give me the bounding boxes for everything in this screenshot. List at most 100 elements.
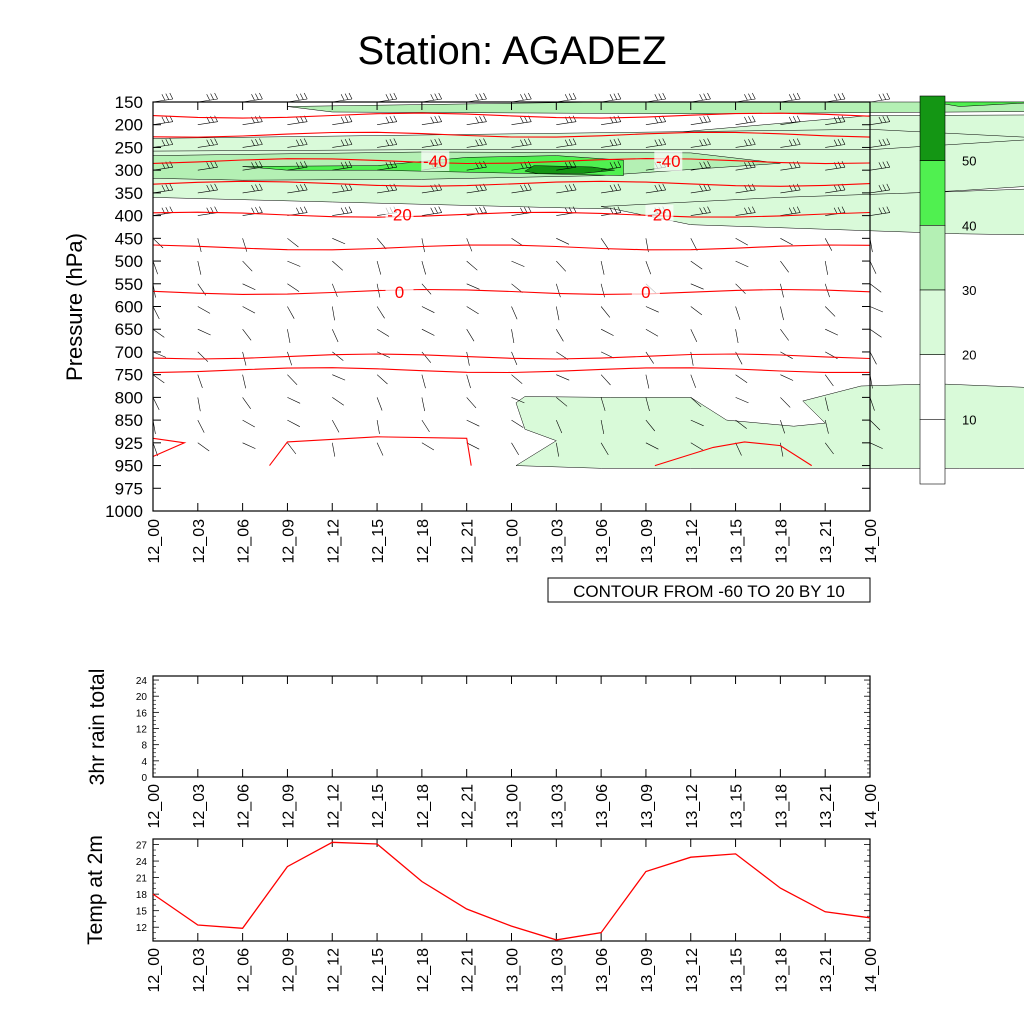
wind-barb-feather (796, 183, 801, 191)
wind-barb-feather (165, 184, 170, 191)
temp-time-tick-label: 13_03 (549, 948, 566, 993)
wind-barb-feather (886, 115, 891, 122)
wind-barb (556, 260, 567, 272)
wind-barb (690, 329, 698, 343)
wind-barb (735, 166, 756, 171)
wind-barb (242, 238, 248, 252)
wind-barb (287, 260, 301, 267)
wind-barb (287, 397, 301, 404)
wind-barb-feather (255, 207, 259, 214)
colorbar-box (919, 354, 946, 420)
temp-tick-label: 15 (136, 907, 148, 918)
pressure-tick-label: 550 (115, 275, 143, 294)
wind-barb-feather (296, 184, 300, 192)
wind-barb (735, 419, 747, 429)
main-time-tick-label: 12_06 (236, 519, 253, 564)
wind-barb-feather (564, 184, 569, 192)
wind-barb-feather (344, 116, 349, 123)
wind-barb (421, 121, 442, 125)
cross-section-panel: -40 -40 -20 -20 0 0 150 200 250 300 350 400 450 500 5… (62, 92, 1024, 603)
wind-barb (735, 189, 756, 194)
wind-barb-feather (752, 183, 756, 191)
wind-barb-feather (524, 116, 528, 123)
wind-barb (421, 261, 426, 275)
wind-barb (690, 397, 702, 408)
wind-barb-feather (572, 115, 577, 122)
main-time-tick-label: 12_03 (191, 519, 208, 564)
wind-barb-feather (748, 161, 752, 168)
wind-barb-feather (833, 116, 838, 124)
wind-barb-feather (792, 207, 797, 214)
wind-barb (690, 238, 698, 251)
wind-barb-feather (564, 162, 569, 169)
wind-barb (332, 329, 339, 343)
wind-barb (197, 212, 218, 216)
wind-barb-feather (434, 138, 438, 146)
wind-barb (197, 189, 218, 194)
wind-barb (197, 306, 211, 314)
rain-time-tick-label: 12_18 (415, 784, 432, 829)
wind-barb (466, 306, 479, 315)
pressure-tick-label: 800 (115, 388, 143, 407)
wind-barb (690, 306, 703, 316)
wind-barb-feather (572, 92, 577, 100)
wind-barb-feather (344, 93, 349, 100)
temp-contour-label-bg (654, 151, 683, 172)
wind-barb-feather (748, 138, 752, 146)
wind-barb (869, 442, 883, 449)
wind-barb (600, 328, 614, 336)
wind-barb-feather (752, 92, 756, 100)
temp-time-tick-label: 13_00 (505, 948, 522, 993)
temp-time-tick-label: 12_21 (460, 948, 477, 993)
colorbar-label: 10 (962, 412, 976, 427)
wind-barb-feather (654, 116, 659, 124)
rain-tick-label: 20 (136, 692, 148, 703)
wind-barb-feather (438, 206, 442, 213)
temp-y-axis: 12 15 18 21 24 27 (136, 838, 870, 939)
wind-barb-feather (303, 92, 308, 100)
wind-barb-feather (430, 94, 434, 101)
wind-barb (735, 121, 756, 125)
wind-barb (690, 212, 711, 216)
wind-barb-feather (699, 162, 703, 169)
colorbar-box (919, 95, 946, 161)
temp-contour-line (152, 211, 871, 218)
wind-barb (197, 238, 202, 252)
wind-barb-feather (438, 115, 442, 122)
wind-barb-feather (479, 116, 483, 123)
wind-barb (735, 397, 749, 404)
wind-barb (824, 420, 829, 434)
rain-time-tick-label: 13_00 (505, 784, 522, 829)
wind-barb (735, 238, 748, 246)
wind-barb (421, 374, 426, 389)
wind-barb (242, 306, 256, 314)
wind-barb (824, 374, 834, 387)
wind-barb (466, 419, 480, 427)
wind-barb (825, 144, 846, 148)
wind-barb (780, 374, 794, 381)
wind-barb-feather (658, 116, 663, 123)
wind-barb (556, 121, 577, 125)
wind-barb-feather (251, 207, 255, 214)
wind-barb-feather (707, 206, 711, 213)
contour-info-text: CONTOUR FROM -60 TO 20 BY 10 (573, 582, 845, 601)
wind-barb-feather (788, 139, 793, 146)
wind-barb-feather (438, 92, 442, 100)
wind-barb-feather (389, 93, 394, 100)
temp-contour-line (152, 158, 871, 165)
temp-contour-label-bg (645, 204, 674, 225)
temp-time-tick-label: 12_06 (236, 948, 253, 993)
wind-barb-feather (161, 184, 166, 192)
wind-barb-feather (841, 92, 846, 100)
wind-barb-feather (528, 92, 532, 100)
wind-barb-feather (524, 184, 528, 191)
wind-barb-feather (882, 207, 887, 214)
wind-barb (287, 351, 292, 366)
wind-barb-feather (703, 138, 707, 146)
wind-barb-feather (479, 161, 483, 168)
wind-barb (152, 144, 173, 148)
temp-contour-low (152, 437, 187, 458)
wind-barb (735, 306, 741, 320)
